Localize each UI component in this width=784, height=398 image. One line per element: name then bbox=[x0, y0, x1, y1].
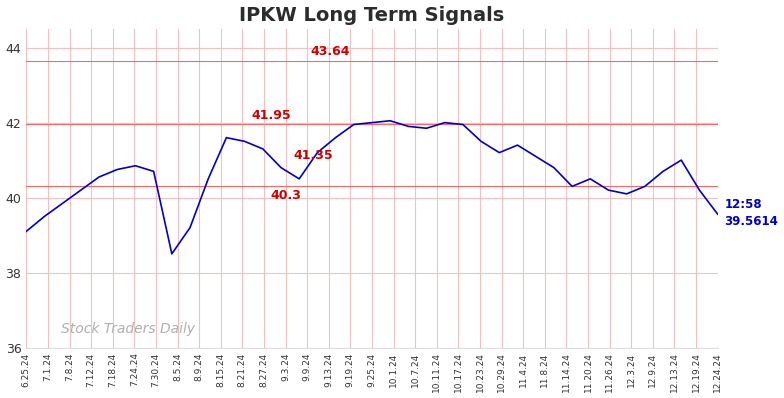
Text: 40.3: 40.3 bbox=[270, 189, 301, 202]
Text: 39.5614: 39.5614 bbox=[724, 215, 779, 228]
Text: 12:58: 12:58 bbox=[724, 199, 762, 211]
Text: 41.95: 41.95 bbox=[252, 109, 292, 122]
Text: 41.35: 41.35 bbox=[293, 149, 333, 162]
Text: 43.64: 43.64 bbox=[310, 45, 350, 58]
Text: Stock Traders Daily: Stock Traders Daily bbox=[61, 322, 195, 336]
Title: IPKW Long Term Signals: IPKW Long Term Signals bbox=[239, 6, 505, 25]
